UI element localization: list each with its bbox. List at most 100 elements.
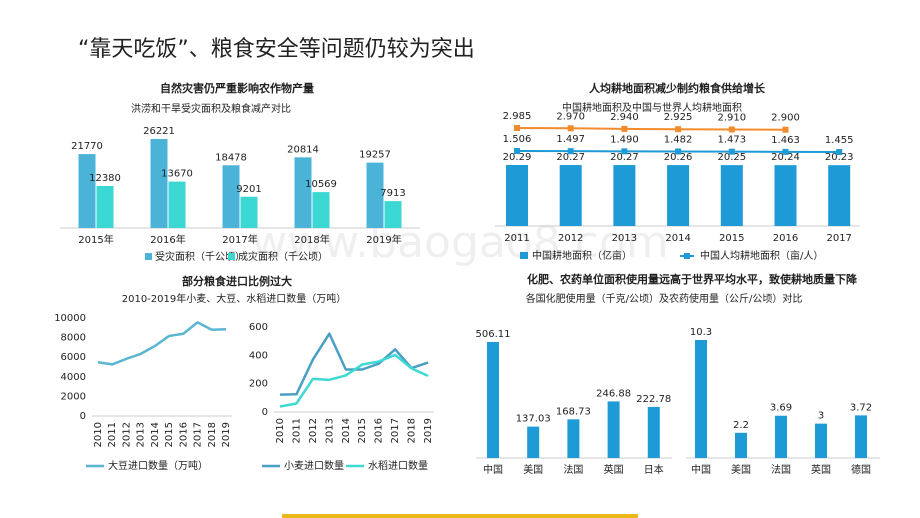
x-tick-label: 2016 — [773, 233, 798, 244]
x-tick-label: 2019 — [221, 422, 232, 447]
x-tick-label: 2015 — [719, 233, 744, 244]
data-label: 20.29 — [503, 152, 532, 163]
data-label: 2.925 — [664, 112, 693, 123]
data-label: 3.69 — [770, 403, 792, 414]
y-tick-label: 200 — [249, 379, 268, 390]
bar — [487, 342, 499, 458]
data-label: 222.78 — [636, 394, 671, 405]
chart-subtitle: 各国化肥使用量（千克/公顷）及农药使用量（公斤/公顷）对比 — [526, 292, 803, 305]
x-tick-label: 2016年 — [150, 233, 185, 246]
x-tick-label: 2017 — [826, 233, 851, 244]
data-label: 1.463 — [771, 135, 800, 146]
data-label: 1.455 — [825, 135, 854, 146]
x-tick-label: 2016 — [178, 422, 189, 447]
data-label: 12380 — [89, 173, 121, 184]
bar — [815, 423, 827, 458]
legend-swatch — [520, 252, 528, 259]
data-label: 1.473 — [717, 135, 746, 146]
line-marker — [728, 126, 735, 133]
y-tick-label: 10000 — [54, 313, 86, 324]
x-tick-label: 2019年 — [366, 233, 401, 246]
bar — [828, 165, 851, 226]
line-marker — [567, 125, 574, 132]
data-label: 18478 — [215, 152, 247, 163]
chart-subtitle: 洪涝和干旱受灾面积及粮食减产对比 — [131, 102, 291, 115]
x-tick-label: 2014 — [341, 418, 352, 443]
x-tick-label: 2019 — [423, 418, 434, 443]
y-tick-label: 600 — [249, 322, 268, 333]
line-marker — [567, 148, 574, 155]
x-tick-label: 2016 — [374, 418, 385, 443]
slide-title: “靠天吃饭”、粮食安全等问题仍较为突出 — [78, 37, 475, 62]
data-label: 2.970 — [556, 111, 585, 122]
y-tick-label: 6000 — [61, 352, 86, 363]
legend-label: 中国人均耕地面积（亩/人） — [700, 249, 823, 262]
data-label: 7913 — [380, 188, 405, 199]
bar — [775, 415, 787, 458]
bar — [366, 162, 384, 228]
chart-title: 部分粮食进口比例过大 — [182, 274, 292, 288]
bar — [312, 192, 330, 228]
data-label: 1.497 — [556, 134, 585, 145]
data-label: 137.03 — [516, 414, 551, 425]
legend-label: 水稻进口数量 — [368, 459, 428, 472]
data-label: 2.2 — [733, 420, 749, 431]
line-marker — [514, 125, 520, 131]
legend-label: 小麦进口数量 — [284, 459, 344, 472]
x-tick-label: 2011 — [107, 422, 118, 447]
data-label: 20.25 — [717, 152, 746, 163]
data-label: 20.24 — [771, 152, 800, 163]
y-tick-label: 2000 — [61, 391, 86, 402]
x-tick-label: 2017 — [193, 422, 204, 447]
x-tick-label: 2014 — [665, 233, 690, 244]
data-label: 13670 — [161, 169, 193, 180]
x-tick-label: 法国 — [563, 463, 583, 476]
x-tick-label: 2018 — [407, 418, 418, 443]
data-label: 10.3 — [690, 327, 712, 338]
line — [279, 353, 429, 408]
y-tick-label: 0 — [80, 411, 86, 422]
bar — [506, 165, 528, 226]
line — [97, 321, 227, 366]
data-label: 26221 — [143, 126, 175, 137]
bar — [613, 165, 636, 226]
data-label: 1.490 — [610, 134, 639, 145]
data-label: 20.26 — [664, 152, 693, 163]
bar — [294, 157, 312, 228]
x-tick-label: 德国 — [851, 463, 871, 476]
bar — [695, 340, 707, 458]
bar — [774, 165, 797, 226]
legend-swatch — [228, 253, 235, 260]
data-label: 1.482 — [664, 134, 693, 145]
legend-swatch — [145, 253, 152, 260]
line-marker — [621, 148, 628, 155]
bar — [78, 154, 96, 228]
line-marker — [675, 126, 682, 133]
x-tick-label: 美国 — [523, 463, 543, 476]
chart-title: 自然灾害仍严重影响农作物产量 — [160, 81, 314, 95]
x-tick-label: 中国 — [483, 463, 503, 476]
data-label: 506.11 — [476, 329, 511, 340]
x-tick-label: 2018 — [207, 422, 218, 447]
x-tick-label: 2017年 — [222, 233, 257, 246]
x-tick-label: 2011 — [504, 233, 529, 244]
bar — [607, 401, 620, 458]
legend-marker — [684, 253, 690, 259]
data-label: 20.27 — [556, 152, 585, 163]
x-tick-label: 英国 — [811, 463, 831, 476]
y-tick-label: 400 — [249, 350, 268, 361]
x-tick-label: 中国 — [691, 463, 711, 476]
x-tick-label: 2012 — [558, 233, 583, 244]
bar — [667, 165, 690, 226]
data-label: 168.73 — [556, 406, 591, 417]
line — [516, 127, 786, 131]
data-label: 20814 — [287, 144, 319, 155]
bar — [527, 426, 540, 458]
bar — [384, 201, 402, 228]
x-tick-label: 2010 — [93, 422, 104, 447]
x-tick-label: 2012 — [308, 418, 319, 443]
legend-label: 中国耕地面积（亿亩） — [532, 249, 632, 262]
chart-subtitle: 中国耕地面积及中国与世界人均耕地面积 — [562, 101, 742, 114]
data-label: 246.88 — [596, 388, 631, 399]
